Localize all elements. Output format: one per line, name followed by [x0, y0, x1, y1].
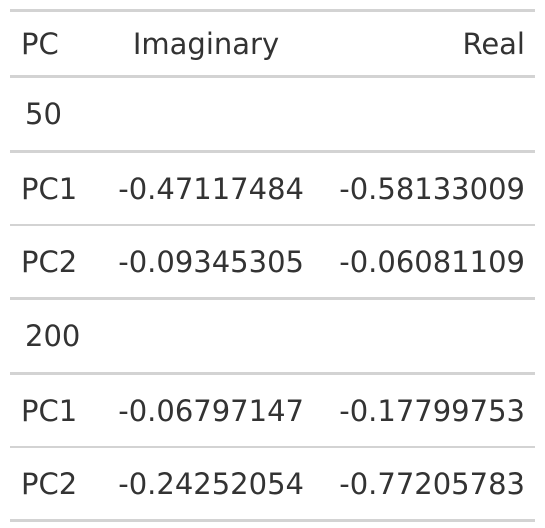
column-header-imaginary: Imaginary	[98, 9, 314, 78]
table-row: PC1 -0.47117484 -0.58133009	[10, 151, 535, 226]
real-cell: -0.77205783	[314, 447, 535, 522]
real-cell: -0.06081109	[314, 225, 535, 300]
pc-cell: PC1	[10, 151, 98, 226]
group-label: 200	[10, 298, 535, 375]
table-row: PC2 -0.24252054 -0.77205783	[10, 447, 535, 522]
group-row: 50	[10, 76, 535, 153]
pc-cell: PC1	[10, 373, 98, 448]
header-row: PC Imaginary Real	[10, 9, 535, 78]
table-header: PC Imaginary Real	[10, 9, 535, 78]
results-table: PC Imaginary Real 50 PC1 -0.47117484 -0.…	[10, 9, 535, 522]
imaginary-cell: -0.24252054	[98, 447, 314, 522]
column-header-real: Real	[314, 9, 535, 78]
pc-cell: PC2	[10, 225, 98, 300]
table-body: 50 PC1 -0.47117484 -0.58133009 PC2 -0.09…	[10, 76, 535, 522]
column-header-pc: PC	[10, 9, 98, 78]
real-cell: -0.17799753	[314, 373, 535, 448]
group-label: 50	[10, 76, 535, 153]
table-row: PC2 -0.09345305 -0.06081109	[10, 225, 535, 300]
imaginary-cell: -0.47117484	[98, 151, 314, 226]
pc-cell: PC2	[10, 447, 98, 522]
real-cell: -0.58133009	[314, 151, 535, 226]
group-row: 200	[10, 298, 535, 375]
imaginary-cell: -0.09345305	[98, 225, 314, 300]
imaginary-cell: -0.06797147	[98, 373, 314, 448]
table-row: PC1 -0.06797147 -0.17799753	[10, 373, 535, 448]
